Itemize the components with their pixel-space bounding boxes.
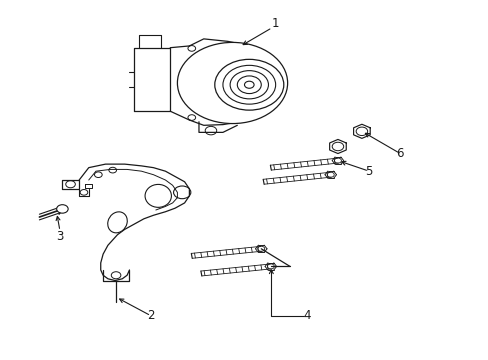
Circle shape bbox=[214, 59, 283, 110]
Text: 1: 1 bbox=[271, 17, 279, 30]
Ellipse shape bbox=[145, 184, 171, 207]
Circle shape bbox=[177, 42, 287, 123]
Text: 6: 6 bbox=[396, 147, 403, 160]
Text: 4: 4 bbox=[303, 309, 310, 322]
Ellipse shape bbox=[107, 212, 127, 233]
Text: 5: 5 bbox=[365, 165, 372, 178]
Text: 2: 2 bbox=[147, 309, 155, 322]
Text: 3: 3 bbox=[56, 230, 63, 243]
Circle shape bbox=[57, 205, 68, 213]
